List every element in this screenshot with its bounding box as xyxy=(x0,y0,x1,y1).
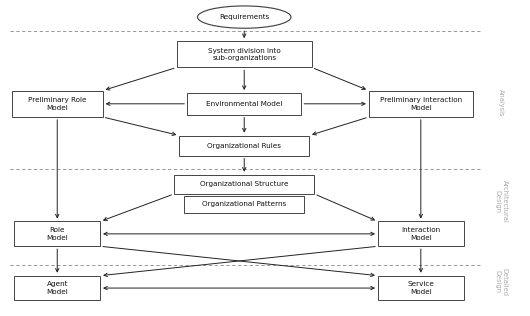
Text: Detailed
Design: Detailed Design xyxy=(495,268,508,296)
Bar xyxy=(184,197,304,212)
Text: Service
Model: Service Model xyxy=(408,281,434,295)
Bar xyxy=(378,222,464,246)
Bar xyxy=(378,276,464,301)
Bar xyxy=(176,41,312,67)
Text: Organizational Patterns: Organizational Patterns xyxy=(202,202,286,207)
Text: Role
Model: Role Model xyxy=(46,227,68,240)
Text: Architectural
Design: Architectural Design xyxy=(495,180,508,223)
Text: Requirements: Requirements xyxy=(219,14,269,20)
Bar xyxy=(179,136,309,156)
Text: Organizational Rules: Organizational Rules xyxy=(207,143,281,149)
Text: System division into
sub-organizations: System division into sub-organizations xyxy=(208,47,280,61)
Bar xyxy=(14,222,100,246)
Text: Environmental Model: Environmental Model xyxy=(206,101,282,107)
Ellipse shape xyxy=(198,6,291,28)
Bar xyxy=(187,93,302,115)
Text: Preliminary Interaction
Model: Preliminary Interaction Model xyxy=(380,97,462,111)
Text: Analysis: Analysis xyxy=(498,88,505,116)
Text: Organizational Structure: Organizational Structure xyxy=(200,181,288,187)
Bar xyxy=(369,91,473,117)
Text: Interaction
Model: Interaction Model xyxy=(401,227,440,240)
Text: Agent
Model: Agent Model xyxy=(46,281,68,295)
Bar xyxy=(174,175,314,194)
Bar xyxy=(14,276,100,301)
Text: Preliminary Role
Model: Preliminary Role Model xyxy=(28,97,86,111)
Bar xyxy=(12,91,103,117)
